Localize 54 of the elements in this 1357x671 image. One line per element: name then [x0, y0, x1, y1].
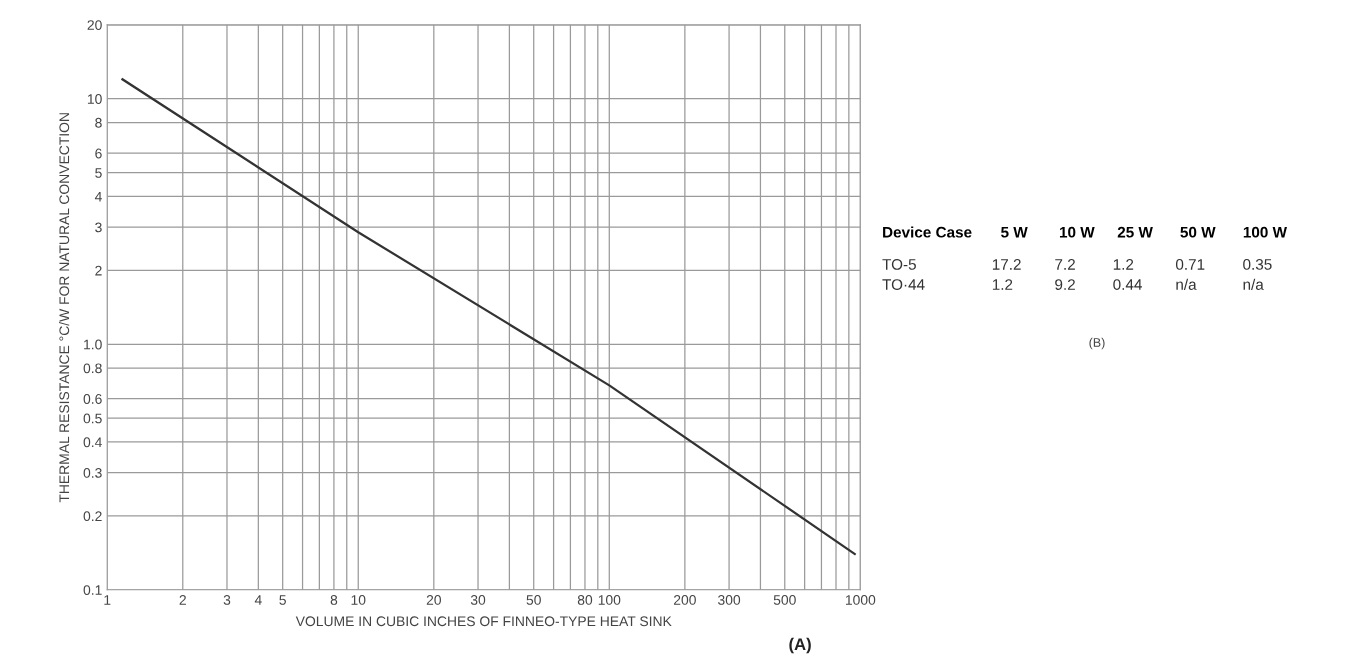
y-tick-label: 0.8	[83, 363, 102, 374]
y-tick-label: 4	[94, 191, 102, 202]
x-tick-label: 1000	[845, 595, 876, 605]
x-tick-label: 5	[279, 595, 286, 605]
y-tick-label: 20	[87, 20, 102, 30]
text: n/a	[1176, 278, 1197, 290]
text: 9.2	[1055, 279, 1075, 290]
x-tick-label: 500	[773, 595, 796, 605]
x-tick-label: 80	[577, 595, 593, 605]
y-tick-label: 5	[95, 168, 102, 178]
text: 0.71	[1175, 259, 1205, 270]
category-label: 50 W	[1180, 226, 1216, 238]
x-axis-title: VOLUME IN CUBIC INCHES OF FINNEO-TYPE HEAT SINK	[295, 616, 672, 627]
x-tick-label: 8	[330, 595, 338, 605]
text: 1.2	[1113, 259, 1134, 270]
category-label: TO·44	[882, 279, 925, 290]
x-tick-label: 10	[351, 595, 366, 605]
text: (A)	[789, 637, 811, 654]
x-tick-label: 2	[179, 595, 186, 605]
x-tick-label: 100	[598, 595, 621, 605]
y-tick-label: 0.1	[83, 585, 102, 595]
text: 17.2	[992, 259, 1021, 270]
x-tick-label: 300	[718, 595, 741, 605]
text: 1.2	[992, 279, 1013, 290]
text: 7.2	[1055, 259, 1075, 270]
text: 0.44	[1113, 279, 1142, 290]
y-tick-label: 0.6	[83, 394, 102, 404]
category-label: 10 W	[1059, 226, 1095, 238]
text: Device Case	[883, 226, 972, 238]
x-tick-label: 4	[254, 595, 262, 605]
y-tick-label: 1.0	[84, 339, 102, 350]
y-tick-label: 0.5	[83, 413, 102, 424]
category-label: TO-5	[882, 259, 916, 270]
x-tick-label: 3	[223, 595, 231, 605]
y-tick-label: 0.2	[83, 511, 102, 522]
text: 0.35	[1243, 259, 1272, 270]
y-axis-title: THERMAL RESISTANCE °C/W FOR NATURAL CONVECTION	[58, 113, 70, 503]
x-tick-label: 30	[470, 595, 486, 605]
y-tick-label: 0.3	[83, 467, 102, 478]
category-label: 25 W	[1117, 226, 1153, 238]
y-tick-label: 10	[87, 94, 102, 104]
x-tick-label: 1	[104, 595, 111, 605]
y-tick-label: 3	[95, 222, 102, 233]
category-label: 5 W	[1001, 226, 1028, 238]
text: (B)	[1089, 337, 1105, 350]
x-tick-label: 20	[426, 595, 441, 605]
category-label: 100 W	[1243, 226, 1287, 238]
x-tick-label: 200	[673, 595, 696, 605]
y-tick-label: 0.4	[83, 437, 102, 448]
x-tick-label: 50	[526, 595, 541, 605]
y-tick-label: 2	[95, 265, 102, 276]
text: n/a	[1243, 278, 1264, 290]
y-tick-label: 8	[95, 117, 102, 128]
y-tick-label: 6	[95, 148, 102, 159]
